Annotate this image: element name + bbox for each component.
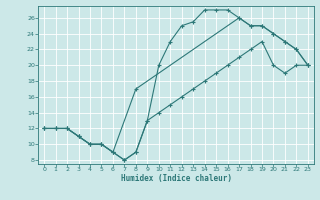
X-axis label: Humidex (Indice chaleur): Humidex (Indice chaleur) — [121, 174, 231, 183]
